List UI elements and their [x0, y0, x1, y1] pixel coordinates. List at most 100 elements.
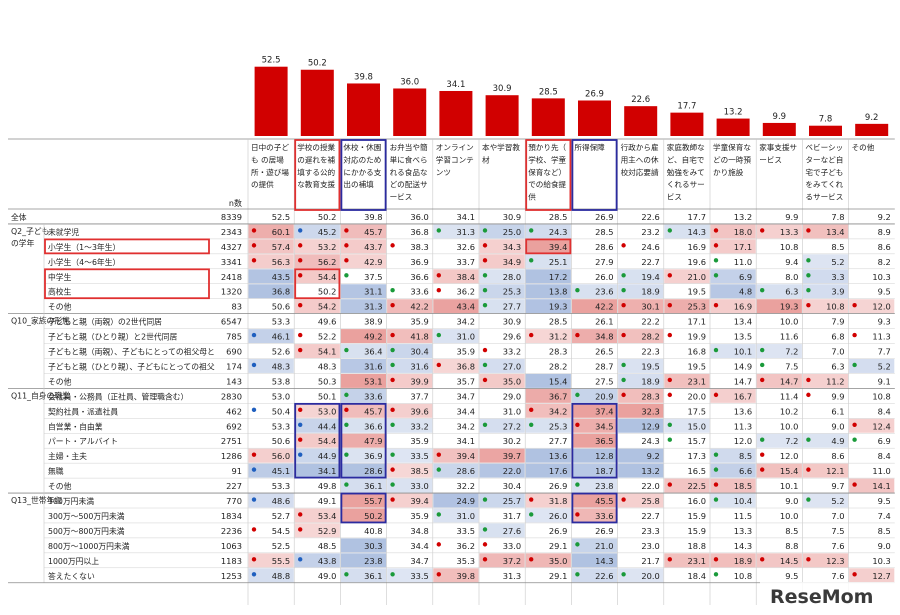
cell-value: 35.0	[549, 556, 567, 566]
cell-shade	[479, 373, 525, 388]
row-n: 2236	[221, 526, 242, 536]
cell-value: 45.7	[364, 406, 382, 416]
cell-value: 17.1	[688, 317, 706, 327]
significance-dot	[251, 572, 257, 577]
significance-dot	[436, 542, 441, 547]
cell-shade	[340, 388, 387, 403]
cell-value: 12.0	[780, 451, 798, 461]
cell-value: 17.3	[688, 451, 706, 461]
column-header-9: 行政から雇用主への休校対応要請	[621, 142, 659, 177]
row-label: 小学生（4～6年生）	[48, 257, 120, 267]
cell-value: 13.4	[734, 317, 752, 327]
cell-shade	[710, 269, 756, 284]
significance-dot	[621, 377, 626, 383]
cell-value: 10.0	[780, 511, 798, 521]
cell-shade	[387, 299, 433, 314]
cell-shade	[802, 433, 849, 448]
cell-shade	[756, 373, 802, 388]
cell-value: 26.9	[595, 526, 613, 536]
cell-value: 10.1	[780, 481, 798, 491]
cell-shade	[340, 538, 387, 553]
cell-shade	[479, 493, 525, 508]
cell-shade	[340, 403, 387, 418]
cell-shade	[618, 269, 664, 284]
cell-shade	[248, 269, 294, 284]
cell-shade	[756, 344, 802, 358]
cell-value: 34.2	[457, 317, 475, 327]
cell-value: 56.2	[318, 257, 336, 267]
cell-shade	[525, 269, 571, 284]
cell-value: 18.7	[595, 466, 613, 476]
cell-shade	[710, 299, 756, 314]
cell-value: 49.8	[318, 481, 336, 491]
bar-3	[347, 83, 380, 136]
cell-shade	[618, 418, 664, 433]
cell-value: 34.5	[595, 421, 613, 431]
cell-value: 8.4	[878, 451, 891, 461]
row-label: その他	[48, 302, 72, 312]
significance-dot	[713, 497, 719, 502]
cell-value: 55.5	[272, 556, 290, 566]
cell-value: 30.9	[503, 212, 521, 222]
cell-shade	[849, 299, 895, 314]
resemom-watermark: ReseMom	[760, 582, 896, 610]
cell-value: 8.9	[878, 227, 891, 237]
cell-value: 33.5	[410, 571, 428, 581]
cell-value: 14.7	[780, 376, 798, 386]
significance-dot	[621, 392, 626, 398]
cell-value: 7.6	[831, 541, 844, 551]
cell-shade	[340, 478, 387, 493]
cell-shade	[525, 224, 571, 239]
cell-value: 15.4	[549, 376, 567, 386]
cell-value: 16.7	[734, 391, 752, 401]
bar-label-5: 34.1	[446, 80, 465, 90]
significance-dot	[760, 557, 765, 562]
cell-shade	[525, 329, 571, 344]
cell-shade	[525, 508, 571, 523]
significance-dot	[436, 572, 441, 577]
cell-value: 48.3	[318, 361, 336, 371]
cell-value: 26.9	[549, 526, 567, 536]
cell-value: 12.3	[826, 556, 844, 566]
row-n: 690	[226, 347, 242, 357]
cell-shade	[802, 463, 849, 478]
significance-dot	[621, 332, 626, 338]
significance-dot	[390, 497, 395, 502]
cell-shade	[664, 373, 710, 388]
cell-value: 29.1	[549, 541, 567, 551]
row-label: 小学生（1～3年生）	[48, 242, 120, 252]
cell-box-occupation-col8	[571, 402, 618, 479]
significance-dot	[760, 377, 765, 383]
cell-value: 7.2	[785, 436, 798, 446]
cell-shade	[525, 373, 571, 388]
significance-dot	[760, 288, 765, 293]
cell-value: 13.6	[734, 406, 752, 416]
cell-value: 28.5	[549, 212, 567, 222]
cell-value: 28.0	[503, 272, 521, 282]
significance-dot	[575, 572, 580, 577]
cell-shade	[849, 568, 895, 583]
cell-shade	[571, 538, 618, 553]
significance-dot	[344, 407, 349, 413]
cell-value: 39.6	[410, 406, 428, 416]
cell-value: 39.4	[549, 242, 567, 252]
significance-dot	[298, 228, 303, 233]
cell-value: 7.2	[785, 347, 798, 357]
cell-value: 40.8	[364, 526, 382, 536]
cell-value: 36.2	[457, 287, 475, 297]
cell-value: 10.4	[734, 496, 752, 506]
cell-shade	[294, 269, 340, 284]
cell-value: 9.3	[878, 317, 891, 327]
cell-shade	[571, 433, 618, 448]
group-label: Q13_世帯年収	[11, 495, 62, 505]
cell-shade	[664, 299, 710, 314]
cell-shade	[618, 568, 664, 583]
significance-dot	[713, 228, 719, 233]
cell-value: 35.3	[457, 556, 475, 566]
significance-dot	[713, 302, 719, 308]
cell-value: 47.9	[364, 436, 382, 446]
row-n: 1320	[221, 287, 242, 297]
column-header-10: 家庭教師など、自宅で勉強をみてくれるサービス	[667, 142, 705, 202]
cell-shade	[248, 284, 294, 299]
row-label: その他	[48, 481, 72, 491]
